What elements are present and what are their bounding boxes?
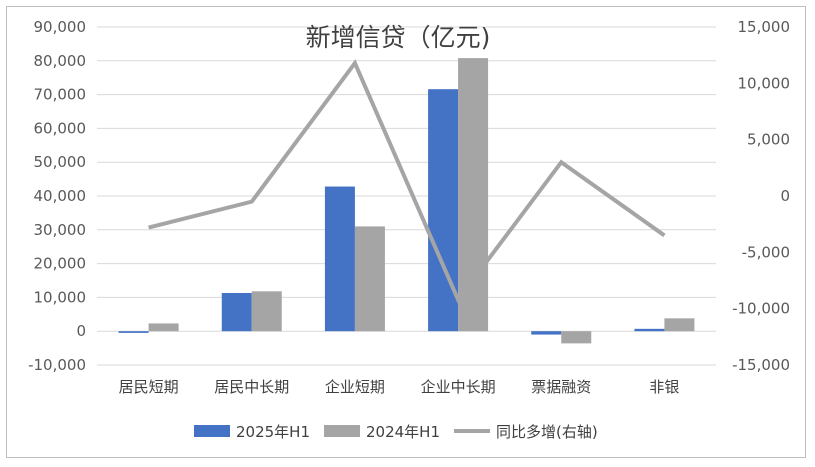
bar-2024年H1 [251,291,282,332]
left-tick-label: 50,000 [34,153,87,171]
bar-marks [118,58,695,344]
bar-2025年H1 [118,331,149,333]
left-tick-label: -10,000 [28,356,86,374]
category-label: 非银 [649,378,679,396]
left-tick-label: 30,000 [34,221,87,239]
category-label: 企业中长期 [421,378,496,396]
right-axis-ticks: -15,000 -10,000 -5,000 0 5,000 10,000 15,000 [732,18,790,374]
legend-swatch [194,425,230,437]
category-labels: 居民短期 居民中长期 企业短期 企业中长期 票据融资 非银 [119,378,680,396]
bar-2025年H1 [531,331,562,335]
left-tick-label: 0 [76,322,86,340]
line-同比多增(右轴) [148,59,666,304]
category-label: 票据融资 [531,378,591,396]
legend-label: 2024年H1 [366,423,440,441]
bar-2024年H1 [664,318,695,332]
right-tick-label: 15,000 [738,18,791,36]
legend-swatch [324,425,360,437]
right-tick-label: 10,000 [738,74,791,92]
right-tick-label: -10,000 [732,300,790,318]
right-tick-label: -5,000 [742,243,790,261]
bar-2024年H1 [148,323,179,332]
left-axis-ticks: -10,000 0 10,000 20,000 30,000 40,000 50,000 60… [28,18,86,374]
right-tick-label: 0 [780,187,790,205]
bar-2024年H1 [458,58,489,332]
left-tick-label: 60,000 [34,119,87,137]
chart-title: 新增信贷（亿元) [306,23,491,52]
category-label: 居民短期 [119,378,179,396]
right-tick-label: -15,000 [732,356,790,374]
right-tick-label: 5,000 [747,131,790,149]
left-tick-label: 80,000 [34,52,87,70]
bar-2025年H1 [324,186,355,332]
legend-label: 同比多增(右轴) [496,423,598,441]
category-label: 居民中长期 [214,378,289,396]
left-tick-label: 40,000 [34,187,87,205]
legend: 2025年H1 2024年H1 同比多增(右轴) [194,423,598,441]
left-tick-label: 10,000 [34,288,87,306]
bar-2025年H1 [634,328,665,332]
gridlines [97,26,716,366]
bar-2025年H1 [221,293,252,332]
left-tick-label: 70,000 [34,86,87,104]
chart-frame [6,6,806,458]
bar-2024年H1 [354,226,385,332]
bar-2024年H1 [561,331,592,344]
left-tick-label: 20,000 [34,255,87,273]
bar-2025年H1 [428,89,459,332]
category-label: 企业短期 [325,378,385,396]
left-tick-label: 90,000 [34,18,87,36]
legend-label: 2025年H1 [236,423,310,441]
line-series [148,59,666,304]
